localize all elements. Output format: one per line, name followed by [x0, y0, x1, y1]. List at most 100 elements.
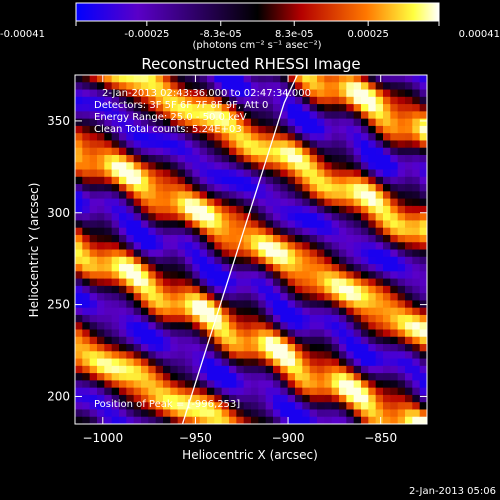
heatmap-cell	[170, 176, 179, 185]
heatmap-cell	[89, 285, 98, 294]
heatmap-cell	[397, 147, 406, 156]
heatmap-cell	[119, 409, 127, 418]
heatmap-cell	[104, 387, 113, 396]
heatmap-cell	[148, 249, 157, 258]
heatmap-cell	[163, 336, 171, 345]
heatmap-cell	[265, 416, 274, 424]
heatmap-cell	[412, 191, 421, 200]
heatmap-cell	[339, 82, 347, 91]
heatmap-cell	[273, 278, 281, 287]
heatmap-cell	[397, 402, 406, 411]
heatmap-cell	[375, 162, 384, 171]
heatmap-cell	[207, 322, 215, 331]
heatmap-cell	[148, 344, 157, 352]
heatmap-cell	[236, 344, 245, 352]
heatmap-cell	[397, 162, 406, 171]
heatmap-cell	[375, 111, 384, 120]
heatmap-cell	[75, 75, 83, 83]
heatmap-cell	[287, 271, 296, 280]
heatmap-cell	[324, 111, 333, 120]
heatmap-cell	[214, 205, 223, 214]
heatmap-cell	[141, 271, 149, 280]
heatmap-cell	[361, 242, 369, 251]
heatmap-cell	[221, 373, 230, 381]
heatmap-cell	[324, 191, 333, 200]
heatmap-cell	[331, 176, 340, 185]
heatmap-cell	[368, 176, 377, 185]
heatmap-cell	[155, 213, 164, 222]
heatmap-cell	[75, 169, 83, 178]
heatmap-cell	[199, 358, 208, 367]
heatmap-cell	[251, 373, 259, 381]
heatmap-cell	[265, 322, 274, 331]
heatmap-cell	[412, 271, 421, 280]
heatmap-cell	[155, 184, 164, 192]
heatmap-cell	[89, 140, 98, 149]
heatmap-cell	[133, 256, 142, 265]
heatmap-cell	[287, 300, 296, 309]
heatmap-cell	[368, 82, 377, 91]
heatmap-cell	[405, 394, 413, 403]
heatmap-cell	[280, 118, 289, 127]
heatmap-cell	[397, 176, 406, 185]
heatmap-cell	[258, 213, 267, 222]
heatmap-cell	[309, 264, 318, 272]
heatmap-cell	[170, 351, 179, 360]
heatmap-cell	[229, 278, 237, 287]
heatmap-cell	[236, 242, 245, 251]
heatmap-cell	[126, 133, 135, 142]
heatmap-cell	[419, 89, 427, 98]
heatmap-cell	[192, 75, 201, 83]
heatmap-cell	[229, 285, 237, 294]
heatmap-cell	[368, 365, 377, 374]
heatmap-cell	[331, 416, 340, 424]
heatmap-cell	[390, 242, 399, 251]
heatmap-cell	[82, 162, 91, 171]
heatmap-cell	[419, 293, 427, 301]
heatmap-cell	[163, 184, 171, 192]
heatmap-cell	[155, 111, 164, 120]
heatmap-cell	[170, 358, 179, 367]
heatmap-cell	[177, 387, 186, 396]
heatmap-cell	[89, 169, 98, 178]
heatmap-cell	[309, 314, 318, 323]
heatmap-cell	[353, 111, 362, 120]
heatmap-cell	[119, 358, 127, 367]
heatmap-cell	[207, 205, 215, 214]
heatmap-cell	[346, 184, 355, 192]
heatmap-cell	[148, 300, 157, 309]
heatmap-cell	[89, 111, 98, 120]
heatmap-cell	[331, 75, 340, 83]
heatmap-cell	[236, 394, 245, 403]
heatmap-cell	[133, 176, 142, 185]
heatmap-cell	[214, 409, 223, 418]
heatmap-cell	[287, 198, 296, 207]
heatmap-cell	[287, 125, 296, 134]
heatmap-cell	[126, 358, 135, 367]
heatmap-cell	[273, 220, 281, 229]
heatmap-cell	[104, 336, 113, 345]
heatmap-cell	[383, 191, 391, 200]
heatmap-cell	[89, 336, 98, 345]
heatmap-cell	[133, 104, 142, 112]
heatmap-cell	[148, 169, 157, 178]
heatmap-cell	[317, 409, 325, 418]
heatmap-cell	[97, 402, 105, 411]
heatmap-cell	[273, 111, 281, 120]
heatmap-cell	[236, 234, 245, 243]
heatmap-cell	[317, 213, 325, 222]
heatmap-cell	[163, 133, 171, 142]
heatmap-cell	[295, 293, 303, 301]
heatmap-cell	[126, 344, 135, 352]
heatmap-cell	[251, 220, 259, 229]
heatmap-cell	[339, 227, 347, 236]
heatmap-cell	[375, 416, 384, 424]
heatmap-cell	[75, 125, 83, 134]
heatmap-cell	[177, 416, 186, 424]
heatmap-cell	[405, 380, 413, 389]
heatmap-cell	[207, 191, 215, 200]
heatmap-cell	[258, 322, 267, 331]
heatmap-cell	[368, 285, 377, 294]
heatmap-cell	[375, 256, 384, 265]
heatmap-cell	[412, 125, 421, 134]
